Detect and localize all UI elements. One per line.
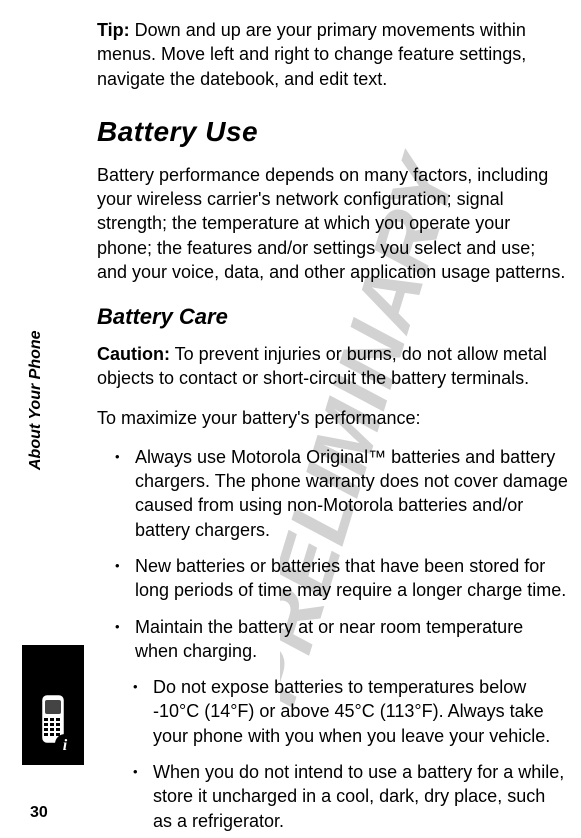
caution-label: Caution:: [97, 344, 170, 364]
list-item: • Maintain the battery at or near room t…: [115, 615, 569, 664]
tip-label: Tip:: [97, 20, 130, 40]
list-item-text: New batteries or batteries that have bee…: [135, 554, 569, 603]
sub-list-item-text: Do not expose batteries to temperatures …: [153, 675, 569, 748]
sub-list-item-text: When you do not intend to use a battery …: [153, 760, 569, 833]
tip-paragraph: Tip: Down and up are your primary moveme…: [97, 18, 569, 91]
caution-paragraph: Caution: To prevent injuries or burns, d…: [97, 342, 569, 391]
bullet-icon: •: [115, 554, 135, 603]
bullet-icon: •: [115, 445, 135, 542]
tip-text: Down and up are your primary movements w…: [97, 20, 526, 89]
page-number: 30: [30, 802, 48, 824]
list-item-text: Maintain the battery at or near room tem…: [135, 615, 569, 664]
battery-intro-paragraph: Battery performance depends on many fact…: [97, 163, 569, 284]
list-item-text: Always use Motorola Original™ batteries …: [135, 445, 569, 542]
list-intro: To maximize your battery's performance:: [97, 406, 569, 430]
bullet-icon: •: [115, 615, 135, 664]
list-item: • Always use Motorola Original™ batterie…: [115, 445, 569, 542]
bullet-icon: •: [133, 675, 153, 748]
sub-list-item: • Do not expose batteries to temperature…: [133, 675, 569, 748]
sidebar-section-label: About Your Phone: [25, 330, 47, 470]
page-content: Tip: Down and up are your primary moveme…: [0, 0, 581, 833]
sub-heading-battery-care: Battery Care: [97, 302, 569, 332]
svg-text:i: i: [63, 737, 68, 754]
list-item: • New batteries or batteries that have b…: [115, 554, 569, 603]
sub-list-item: • When you do not intend to use a batter…: [133, 760, 569, 833]
section-heading-battery-use: Battery Use: [97, 113, 569, 151]
phone-info-icon: i: [35, 692, 80, 757]
bullet-icon: •: [133, 760, 153, 833]
